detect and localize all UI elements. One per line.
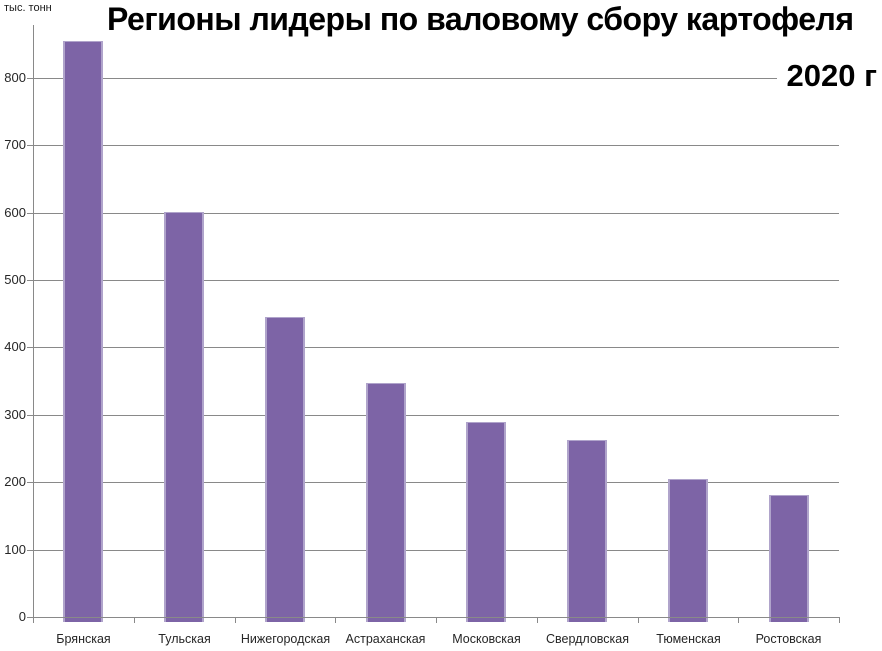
x-axis-tick [638, 617, 639, 623]
gridline [33, 213, 839, 214]
x-axis-tick [235, 617, 236, 623]
y-axis-tick [27, 145, 33, 146]
x-axis-tick [335, 617, 336, 623]
y-axis-tick [27, 550, 33, 551]
category-label: Московская [452, 632, 521, 646]
category-label: Брянская [56, 632, 111, 646]
y-tick-label: 100 [4, 542, 26, 557]
y-tick-label: 300 [4, 407, 26, 422]
bar-Тульская [164, 212, 204, 622]
y-tick-label: 0 [18, 609, 26, 624]
y-tick-label: 500 [4, 272, 26, 287]
y-axis-tick [27, 347, 33, 348]
y-axis-tick [27, 213, 33, 214]
gridline [33, 482, 839, 483]
x-axis-tick [738, 617, 739, 623]
category-label: Тульская [158, 632, 211, 646]
y-axis-tick [27, 482, 33, 483]
bar-Свердловская [567, 440, 607, 622]
y-tick-label: 600 [4, 205, 26, 220]
y-tick-label: 200 [4, 474, 26, 489]
bar-Ростовская [769, 495, 809, 622]
gridline [33, 550, 839, 551]
bar-Московская [466, 422, 506, 622]
gridline [33, 347, 839, 348]
category-label: Астраханская [345, 632, 426, 646]
y-tick-label: 700 [4, 137, 26, 152]
y-axis-tick [27, 78, 33, 79]
y-tick-label: 800 [4, 70, 26, 85]
gridline [33, 415, 839, 416]
bar-Брянская [63, 41, 103, 622]
y-axis-unit-label: тыс. тонн [4, 2, 52, 14]
gridline [33, 78, 839, 79]
x-axis-tick [134, 617, 135, 623]
chart-title: Регионы лидеры по валовому сбору картофе… [107, 1, 854, 37]
x-axis-line [33, 617, 839, 618]
x-axis-tick [839, 617, 840, 623]
y-axis-tick [27, 415, 33, 416]
category-label: Свердловская [545, 632, 630, 646]
y-axis-line [33, 25, 34, 622]
y-tick-label: 400 [4, 339, 26, 354]
gridline [33, 145, 839, 146]
bar-Астраханская [366, 383, 406, 622]
x-axis-tick [436, 617, 437, 623]
x-axis-tick [537, 617, 538, 623]
gridline [33, 280, 839, 281]
y-axis-tick [27, 280, 33, 281]
category-label: Ростовская [755, 632, 822, 646]
category-label: Нижегородская [240, 632, 331, 646]
chart-subtitle-year: 2020 г [776, 58, 877, 94]
bar-Нижегородская [265, 317, 305, 622]
category-label: Тюменская [656, 632, 721, 646]
bar-Тюменская [668, 479, 708, 622]
y-axis-tick [27, 617, 33, 618]
